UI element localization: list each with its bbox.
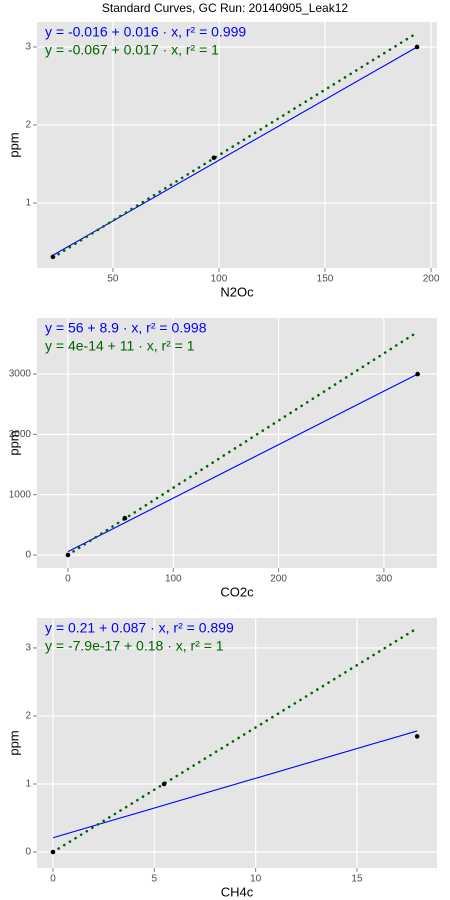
- y-axis-label: ppm: [6, 730, 21, 755]
- x-tick-label: 5: [152, 874, 158, 885]
- y-tick-label: 0: [25, 550, 31, 561]
- fit-line: [67, 373, 418, 553]
- y-axis-label: ppm: [6, 132, 21, 157]
- data-point: [65, 552, 71, 558]
- plot-background: [37, 318, 437, 568]
- y-tick-label: 3000: [9, 369, 32, 380]
- fit-line: [52, 730, 418, 839]
- x-tick-label: 100: [165, 574, 182, 585]
- x-tick-label: 10: [250, 874, 262, 885]
- x-tick-label: 100: [211, 274, 228, 285]
- fit-line: [52, 46, 418, 256]
- x-tick-label: 200: [423, 274, 440, 285]
- y-tick-label: 1: [25, 198, 31, 209]
- x-axis-label: N2Oc: [220, 284, 254, 299]
- data-point: [415, 371, 420, 377]
- x-tick-label: 0: [50, 874, 56, 885]
- plot-background: [37, 618, 437, 868]
- data-point: [50, 254, 56, 260]
- y-tick-label: 2: [25, 711, 31, 722]
- x-tick-label: 300: [376, 574, 393, 585]
- x-axis-label: CO2c: [220, 584, 254, 599]
- x-tick-label: 0: [65, 574, 71, 585]
- data-point: [50, 849, 56, 855]
- x-tick-label: 50: [107, 274, 119, 285]
- panel: 50 100 150 200 1 2 3 y = -0.016 + 0.016 · x, r²…: [6, 22, 440, 299]
- y-tick-label: 3: [25, 643, 31, 654]
- equation: y = -0.067 + 0.017 · x, r² = 1: [45, 42, 219, 58]
- data-point: [161, 781, 167, 787]
- y-tick-label: 1000: [9, 489, 32, 500]
- panel: 0 5 10 15 0 1 2 3 y = 0.21 + 0.087 · x, r² = 0.8…: [6, 618, 437, 899]
- x-axis-label: CH4c: [221, 884, 254, 899]
- equation: y = 4e-14 + 11 · x, r² = 1: [45, 338, 195, 354]
- y-tick-label: 2000: [9, 429, 32, 440]
- equation: y = -7.9e-17 + 0.18 · x, r² = 1: [45, 638, 224, 654]
- equation: y = 56 + 8.9 · x, r² = 0.998: [45, 320, 207, 336]
- y-tick-label: 0: [25, 847, 31, 858]
- x-tick-label: 15: [351, 874, 363, 885]
- data-point: [414, 734, 420, 739]
- equation: y = -0.016 + 0.016 · x, r² = 0.999: [45, 24, 246, 40]
- data-point: [211, 155, 217, 161]
- equation: y = 0.21 + 0.087 · x, r² = 0.899: [45, 620, 234, 636]
- page-title: Standard Curves, GC Run: 20140905_Leak12: [102, 1, 348, 15]
- y-tick-label: 1: [25, 779, 31, 790]
- data-point: [122, 515, 128, 521]
- fit-line: [51, 626, 419, 854]
- fit-line: [51, 31, 419, 259]
- y-tick-label: 3: [25, 42, 31, 53]
- x-tick-label: 200: [270, 574, 287, 585]
- data-point: [414, 44, 420, 50]
- plot-background: [37, 22, 437, 268]
- x-tick-label: 150: [317, 274, 334, 285]
- y-tick-label: 2: [25, 120, 31, 131]
- y-axis-label: ppm: [6, 430, 21, 455]
